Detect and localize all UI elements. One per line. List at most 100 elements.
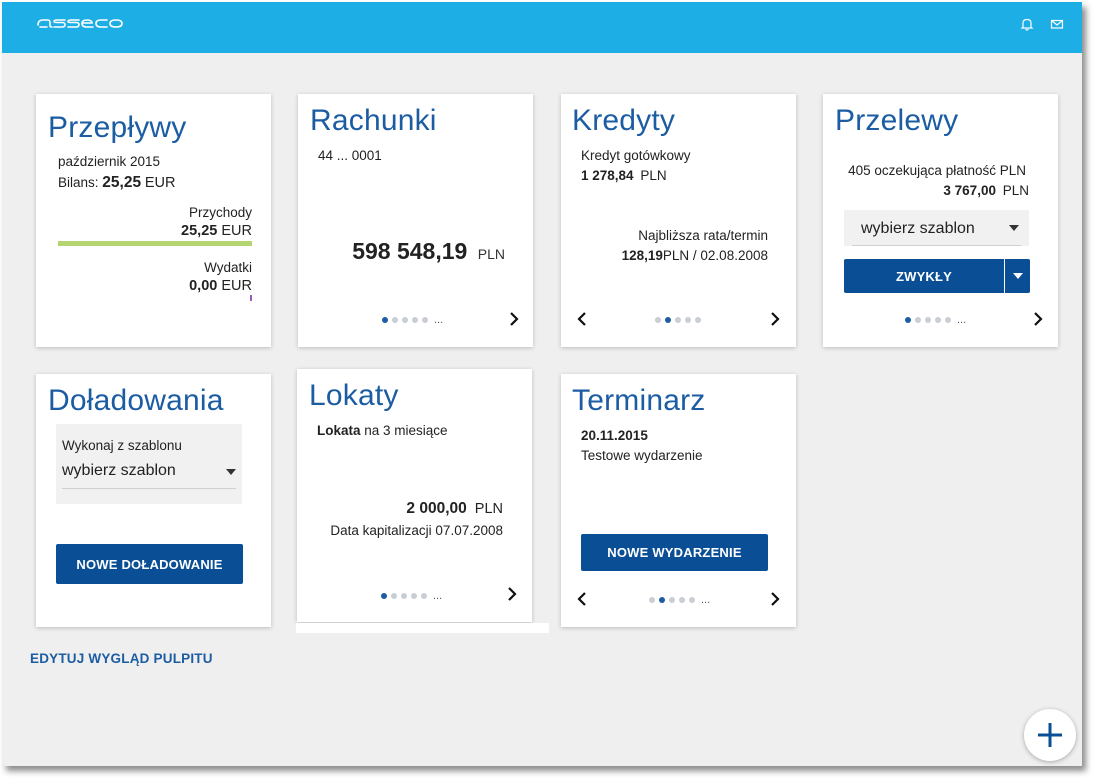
add-widget-button[interactable] <box>1024 709 1076 761</box>
dot-1[interactable] <box>655 317 661 323</box>
pending-currency: PLN <box>1002 183 1029 198</box>
caret-down-icon <box>1012 273 1023 279</box>
income-value: 25,25 <box>181 223 218 239</box>
chevron-right-icon[interactable] <box>769 311 781 327</box>
dot-1[interactable] <box>381 593 387 599</box>
dots-more: ... <box>957 314 967 326</box>
expense-currency: EUR <box>221 278 252 294</box>
next-installment-date: PLN / 02.08.2008 <box>662 248 768 263</box>
template-select[interactable]: wybierz szablon <box>844 210 1029 246</box>
dot-3[interactable] <box>925 317 931 323</box>
dot-4[interactable] <box>935 317 941 323</box>
account-number: 44 ... 0001 <box>318 148 382 163</box>
deposit-name-bold: Lokata <box>317 423 361 438</box>
template-label: Wykonaj z szablonu <box>62 438 182 453</box>
transfer-type-button[interactable]: ZWYKŁY <box>844 259 1004 293</box>
card-lokaty[interactable]: Lokaty Lokata na 3 miesiące 2 000,00 PLN… <box>297 369 532 622</box>
deposit-amount: 2 000,00 <box>406 500 467 517</box>
pagination-dots[interactable]: ... <box>381 590 443 602</box>
expense-bar <box>250 295 252 301</box>
dots-more: ... <box>701 594 711 606</box>
dot-3[interactable] <box>675 317 681 323</box>
pending-amount: 3 767,00 <box>943 183 996 198</box>
event-title: Testowe wydarzenie <box>581 448 703 463</box>
card-doladowania[interactable]: Doładowania Wykonaj z szablonu wybierz s… <box>36 374 271 627</box>
deposit-currency: PLN <box>474 501 503 517</box>
pagination-dots[interactable]: ... <box>905 314 967 326</box>
dot-2[interactable] <box>665 317 671 323</box>
loan-currency: PLN <box>640 168 667 183</box>
chevron-right-icon[interactable] <box>1032 311 1044 327</box>
chevron-left-icon[interactable] <box>576 311 588 327</box>
income-bar <box>58 241 252 246</box>
dot-3[interactable] <box>401 593 407 599</box>
pending-amount-line: 3 767,00 PLN <box>943 183 1029 198</box>
dot-4[interactable] <box>412 317 418 323</box>
dot-1[interactable] <box>649 597 655 603</box>
period-label: październik 2015 <box>58 154 161 169</box>
transfer-type-dropdown[interactable] <box>1005 259 1030 293</box>
dot-3[interactable] <box>669 597 675 603</box>
pagination-dots[interactable]: ... <box>649 594 711 606</box>
top-bar <box>2 2 1082 53</box>
balance-currency: EUR <box>144 175 176 191</box>
chevron-right-icon[interactable] <box>506 586 518 602</box>
dots-more: ... <box>433 590 443 602</box>
pagination-dots[interactable]: ... <box>382 314 444 326</box>
dot-1[interactable] <box>382 317 388 323</box>
expense-value: 0,00 <box>189 278 218 294</box>
dot-5[interactable] <box>422 317 428 323</box>
template-select-value: wybierz szablon <box>62 462 176 479</box>
dot-2[interactable] <box>391 593 397 599</box>
balance-label: Bilans: <box>58 175 99 190</box>
card-rachunki[interactable]: Rachunki 44 ... 0001 598 548,19 PLN ... <box>298 94 533 347</box>
asseco-logo <box>37 19 123 28</box>
caret-down-icon <box>226 469 236 475</box>
new-topup-button[interactable]: NOWE DOŁADOWANIE <box>56 544 243 584</box>
dots-more: ... <box>434 314 444 326</box>
card-przelewy[interactable]: Przelewy 405 oczekująca płatność PLN 3 7… <box>823 94 1058 347</box>
dot-2[interactable] <box>915 317 921 323</box>
caret-down-icon <box>1009 225 1019 231</box>
dot-2[interactable] <box>392 317 398 323</box>
dot-5[interactable] <box>695 317 701 323</box>
dot-4[interactable] <box>411 593 417 599</box>
dot-4[interactable] <box>679 597 685 603</box>
card-title: Kredyty <box>572 104 676 137</box>
card-title: Przelewy <box>835 104 959 137</box>
balance-currency: PLN <box>477 246 505 262</box>
income-currency: EUR <box>221 223 252 239</box>
account-balance: 598 548,19 PLN <box>352 238 505 265</box>
card-title: Doładowania <box>48 384 224 417</box>
plus-icon <box>1038 723 1062 747</box>
dot-5[interactable] <box>945 317 951 323</box>
next-installment-amount: 128,19 <box>621 248 663 263</box>
dot-4[interactable] <box>685 317 691 323</box>
template-panel[interactable]: Wykonaj z szablonu wybierz szablon <box>56 424 242 504</box>
card-przeplywy[interactable]: Przepływy październik 2015 Bilans: 25,25… <box>36 94 271 347</box>
dot-2[interactable] <box>659 597 665 603</box>
balance-line: Bilans: 25,25 EUR <box>58 174 175 192</box>
bell-icon[interactable] <box>1020 17 1034 31</box>
mail-icon[interactable] <box>1050 17 1064 31</box>
dot-5[interactable] <box>689 597 695 603</box>
edit-dashboard-link[interactable]: EDYTUJ WYGLĄD PULPITU <box>30 651 213 666</box>
event-date: 20.11.2015 <box>581 428 648 443</box>
dot-3[interactable] <box>402 317 408 323</box>
app-window: Przepływy październik 2015 Bilans: 25,25… <box>2 2 1082 766</box>
chevron-left-icon[interactable] <box>576 591 588 607</box>
select-underline <box>852 245 1021 246</box>
card-title: Przepływy <box>48 111 187 144</box>
loan-amount-line: 1 278,84 PLN <box>581 168 667 183</box>
chevron-right-icon[interactable] <box>508 311 520 327</box>
dot-1[interactable] <box>905 317 911 323</box>
card-title: Lokaty <box>309 379 399 412</box>
card-kredyty[interactable]: Kredyty Kredyt gotówkowy 1 278,84 PLN Na… <box>561 94 796 347</box>
new-event-button[interactable]: NOWE WYDARZENIE <box>581 534 768 571</box>
chevron-right-icon[interactable] <box>769 591 781 607</box>
card-terminarz[interactable]: Terminarz 20.11.2015 Testowe wydarzenie … <box>561 374 796 627</box>
dot-5[interactable] <box>421 593 427 599</box>
pagination-dots[interactable] <box>655 316 701 324</box>
expense-label: Wydatki <box>204 260 252 275</box>
income-amount: 25,25 EUR <box>181 223 252 239</box>
